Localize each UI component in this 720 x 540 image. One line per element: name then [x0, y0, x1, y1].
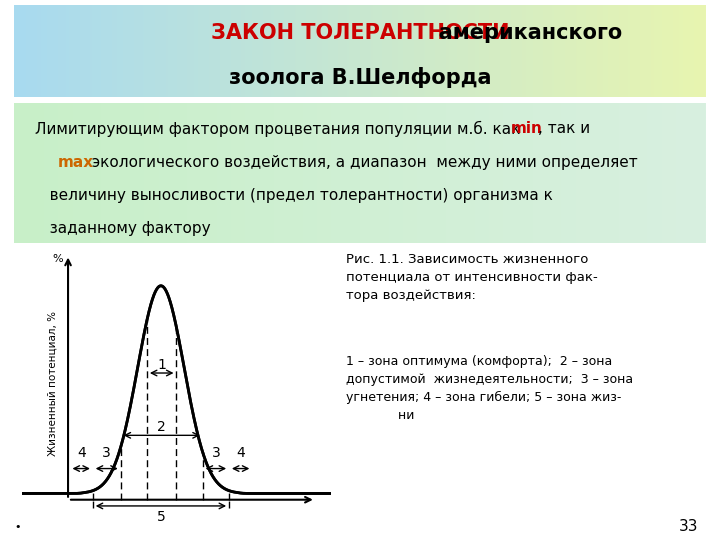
- Text: заданному фактору: заданному фактору: [35, 220, 211, 235]
- Text: %: %: [53, 254, 63, 264]
- Text: 4: 4: [77, 446, 86, 460]
- Text: зоолога В.Шелфорда: зоолога В.Шелфорда: [229, 66, 491, 87]
- Text: Лимитирующим фактором процветания популяции м.б. как: Лимитирующим фактором процветания популя…: [35, 121, 526, 137]
- Text: ЗАКОН ТОЛЕРАНТНОСТИ: ЗАКОН ТОЛЕРАНТНОСТИ: [211, 23, 509, 43]
- Text: Жизненный потенциал, %: Жизненный потенциал, %: [48, 311, 58, 456]
- Text: экологического воздействия, а диапазон  между ними определяет: экологического воздействия, а диапазон м…: [87, 154, 638, 170]
- Text: max: max: [58, 154, 94, 170]
- Text: min: min: [510, 121, 543, 136]
- Text: 3: 3: [102, 446, 111, 460]
- Text: американского: американского: [98, 23, 622, 43]
- Text: •: •: [14, 522, 21, 531]
- Text: 5: 5: [156, 510, 166, 524]
- Text: 3: 3: [212, 446, 220, 460]
- Text: 33: 33: [679, 519, 698, 534]
- Text: , так и: , так и: [539, 121, 590, 136]
- Text: 2: 2: [157, 420, 166, 434]
- Text: величину выносливости (предел толерантности) организма к: величину выносливости (предел толерантно…: [35, 188, 553, 203]
- Text: 4: 4: [236, 446, 245, 460]
- Text: 1: 1: [157, 357, 166, 372]
- Text: Рис. 1.1. Зависимость жизненного
потенциала от интенсивности фак-
тора воздейств: Рис. 1.1. Зависимость жизненного потенци…: [346, 253, 598, 302]
- Text: 1 – зона оптимума (комфорта);  2 – зона
допустимой  жизнедеятельности;  3 – зона: 1 – зона оптимума (комфорта); 2 – зона д…: [346, 355, 633, 422]
